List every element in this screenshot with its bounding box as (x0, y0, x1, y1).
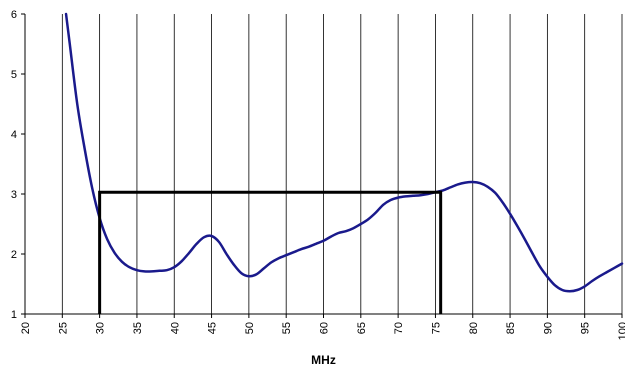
x-tick-label-90: 90 (542, 322, 554, 334)
x-tick-label-85: 85 (505, 322, 517, 334)
x-tick-labels: 20 25 30 35 40 45 50 55 60 65 70 75 80 85 90 95 100 (20, 322, 625, 340)
x-tick-label-20: 20 (20, 322, 32, 334)
x-tick-label-35: 35 (132, 322, 144, 334)
x-tick-label-80: 80 (468, 322, 480, 334)
y-tick-label-3: 3 (11, 189, 17, 201)
x-axis-title: MHz (311, 353, 336, 367)
x-tick-label-25: 25 (57, 322, 69, 334)
x-tick-label-50: 50 (244, 322, 256, 334)
grid-lines (61, 14, 623, 314)
series-line-0 (64, 12, 624, 293)
limit-mask-line (98, 190, 443, 314)
x-tick-label-75: 75 (430, 322, 442, 334)
y-tick-label-2: 2 (11, 249, 17, 261)
x-tick-label-100: 100 (617, 322, 625, 340)
series-layer (64, 12, 624, 293)
y-tick-label-1: 1 (11, 309, 17, 321)
x-tick-label-60: 60 (319, 322, 331, 334)
x-tick-label-40: 40 (169, 322, 181, 334)
y-tick-label-4: 4 (11, 129, 17, 141)
y-tick-label-6: 6 (11, 9, 17, 21)
x-tick-label-95: 95 (580, 322, 592, 334)
x-tick-label-65: 65 (356, 322, 368, 334)
y-tick-labels: 1 2 3 4 5 6 (11, 9, 17, 321)
x-tick-label-70: 70 (393, 322, 405, 334)
x-tick-label-45: 45 (207, 322, 219, 334)
y-tick-label-5: 5 (11, 69, 17, 81)
axes (21, 13, 623, 318)
limit-mask-layer (98, 190, 443, 314)
x-tick-label-55: 55 (281, 322, 293, 334)
x-tick-label-30: 30 (95, 322, 107, 334)
